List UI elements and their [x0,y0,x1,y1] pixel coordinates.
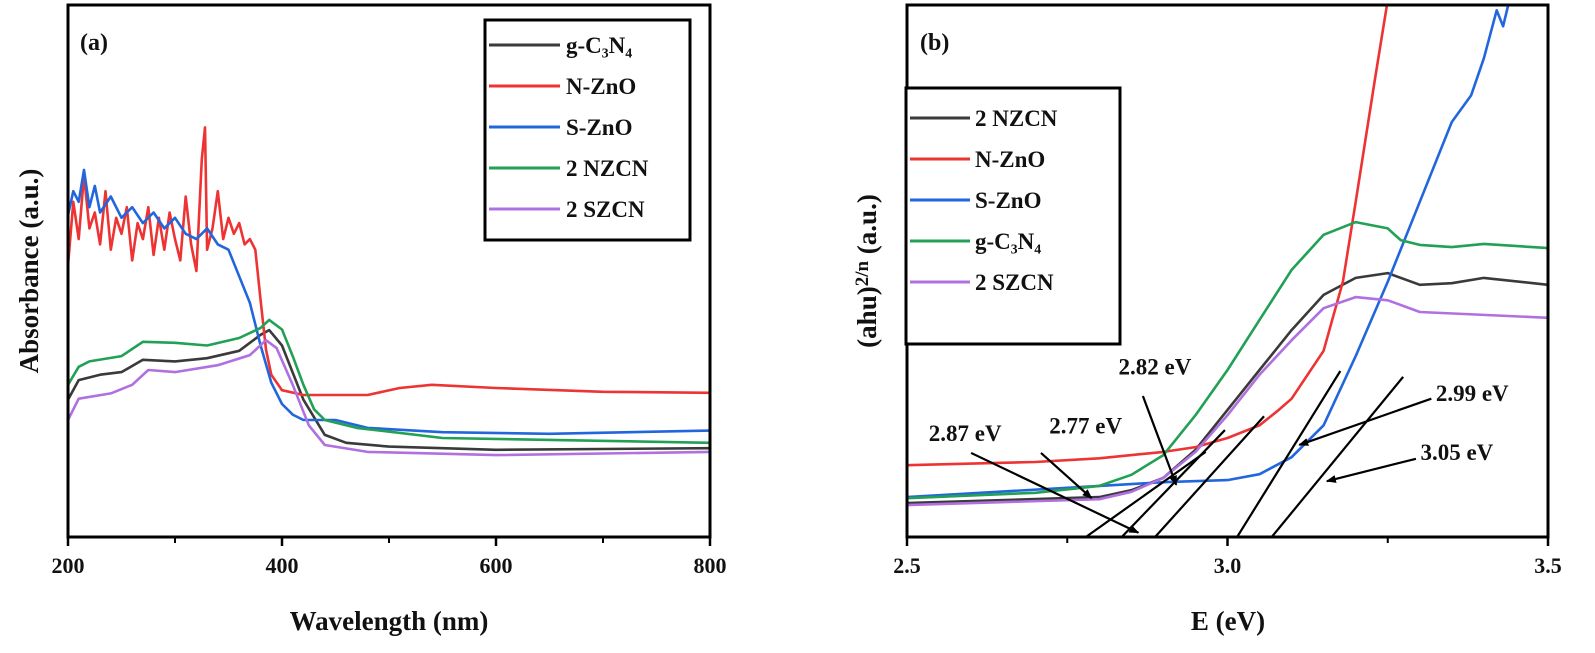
legend-label: 2 SZCN [566,197,645,222]
legend-label: 2 NZCN [566,156,649,181]
panel-b-legend-item-2-nzcn: 2 NZCN [910,106,1058,131]
panel-a-legend-item-g-c3n4: g-C₃N₄ [489,33,632,58]
panel-a-legend-item-2-szcn: 2 SZCN [489,197,645,222]
panel-a-legend-box [483,18,692,242]
annotation-arrow [1298,397,1432,447]
panel-a-tick-label: 800 [694,553,727,578]
annotation-arrow [1325,457,1417,483]
panel-a-tick-label: 600 [480,553,513,578]
panel-b-tangent-line-5 [1270,376,1404,537]
panel-a-tick-label: 400 [266,553,299,578]
panel-a-series-2-nzcn [68,318,710,445]
panel-b-legend-item-s-zno: S-ZnO [910,188,1041,213]
annotation-2-77-ev: 2.77 eV [1040,413,1123,499]
annotation-label: 2.87 eV [929,421,1002,446]
panel-a-series-s-zno [68,168,710,436]
panel-a-series [68,126,710,457]
panel-b-series [907,5,1548,537]
annotation-arrow [970,451,1140,534]
panel-a-y-axis-label: Absorbance (a.u.) [14,169,44,374]
panel-b-tick-label: 2.5 [893,553,921,578]
panel-b-legend-item-n-zno: N-ZnO [910,147,1045,172]
legend-label: g-C₃N₄ [566,33,632,58]
panel-b-series-2-szcn [907,295,1548,507]
annotation-label: 2.77 eV [1049,413,1122,438]
panel-b-x-axis-label: E (eV) [1191,606,1265,636]
annotation-arrow [1040,452,1093,499]
panel-a-label: (a) [80,30,108,56]
legend-label: 2 NZCN [975,106,1058,131]
panel-b-y-axis-label: (ahu)2/n (a.u.) [852,194,882,348]
panel-a-absorbance-chart: 200 400 600 800 (a) Wavelength (nm) Absorba… [14,3,727,636]
panel-b-series-g-c3n4 [907,220,1548,500]
panel-b-tick-label: 3.0 [1214,553,1242,578]
panel-b-legend-item-g-c3n4: g-C₃N₄ [910,229,1041,254]
panel-b-tangent-line-4 [1236,370,1342,537]
legend-label: N-ZnO [975,147,1045,172]
annotation-2-99-ev: 2.99 eV [1298,381,1509,447]
panel-b-legend: 2 NZCN N-ZnO S-ZnO g-C₃N₄ 2 SZCN [904,86,1122,346]
annotation-arrow [1141,395,1178,486]
panel-b-label: (b) [920,30,949,56]
annotation-3-05-ev: 3.05 eV [1325,440,1494,483]
legend-label: N-ZnO [566,74,636,99]
panel-b-annotations: 2.87 eV 2.77 eV 2.82 eV 2.99 eV 3.05 eV [929,355,1509,534]
annotation-label: 3.05 eV [1420,440,1493,465]
panel-a-legend-item-2-nzcn: 2 NZCN [489,156,649,181]
legend-label: S-ZnO [566,115,632,140]
panel-b-tick-label: 3.5 [1534,553,1562,578]
panel-a-series-n-zno [68,126,710,397]
panel-b-series-n-zno [907,5,1389,467]
legend-label: g-C₃N₄ [975,229,1041,254]
panel-b-tangent-line-3 [1154,415,1265,537]
annotation-label: 2.99 eV [1436,381,1509,406]
panel-b-legend-item-2-szcn: 2 SZCN [910,270,1054,295]
panel-a-tick-label: 200 [52,553,85,578]
legend-label: 2 SZCN [975,270,1054,295]
panel-a-series-g-c3n4 [68,328,710,452]
panel-a-x-ticks: 200 400 600 800 [52,537,727,578]
annotation-2-82-ev: 2.82 eV [1119,355,1192,486]
legend-label: S-ZnO [975,188,1041,213]
panel-b-x-ticks: 2.5 3.0 3.5 [893,537,1562,578]
annotation-label: 2.82 eV [1119,355,1192,380]
panel-b-tauc-chart: 2.5 3.0 3.5 (b) E (eV) (ahu)2/n (a.u.) 2 N… [852,3,1562,636]
panel-a-x-axis-label: Wavelength (nm) [290,606,489,636]
panel-b-series-s-zno [907,5,1510,499]
panel-a-legend-item-n-zno: N-ZnO [489,74,636,99]
panel-b-tangent-line-1 [1085,450,1207,537]
panel-a-series-2-szcn [68,338,710,457]
panel-a-legend: g-C₃N₄ N-ZnO S-ZnO 2 NZCN 2 SZCN [483,18,692,242]
panel-a-legend-item-s-zno: S-ZnO [489,115,632,140]
panel-b-legend-box [904,86,1122,346]
annotation-2-87-ev: 2.87 eV [929,421,1140,534]
